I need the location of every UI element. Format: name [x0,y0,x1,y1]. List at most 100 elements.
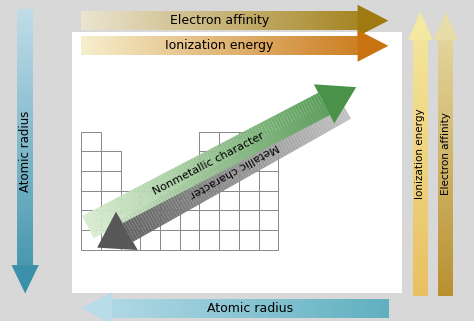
Polygon shape [130,189,145,213]
Polygon shape [117,196,131,220]
Bar [198,36,201,56]
Bar [438,57,453,60]
Polygon shape [287,125,301,148]
Polygon shape [319,107,334,130]
Polygon shape [310,96,325,119]
Bar [265,11,269,30]
Polygon shape [264,137,279,161]
Bar [219,11,223,30]
Bar [121,299,124,318]
Bar [364,299,367,318]
Bar [143,299,146,318]
Bar [413,139,428,142]
Bar [413,230,428,233]
Bar [413,74,428,77]
Text: Atomic radius: Atomic radius [207,302,293,315]
Bar [120,211,140,230]
Bar [438,233,453,236]
Bar [438,207,453,211]
Bar [438,40,453,43]
Bar [84,36,88,56]
Bar [438,48,453,51]
Bar [17,225,33,228]
Bar [413,185,428,188]
Polygon shape [257,142,272,165]
Bar [179,299,182,318]
Bar [216,36,219,56]
Bar [17,179,33,183]
Bar [438,210,453,213]
Bar [210,299,213,318]
Bar [247,299,250,318]
Bar [351,299,355,318]
Bar [438,281,453,284]
Bar [278,36,281,56]
Polygon shape [192,157,207,181]
Polygon shape [178,186,192,210]
Polygon shape [259,122,273,146]
Bar [293,11,296,30]
Polygon shape [187,160,201,184]
Polygon shape [122,194,137,217]
Bar [336,36,339,56]
Polygon shape [208,149,223,172]
Bar [253,36,256,56]
Bar [17,214,33,217]
Bar [355,11,358,30]
Bar [438,241,453,245]
Bar [438,142,453,145]
Polygon shape [185,182,200,205]
Bar [17,160,33,163]
Bar [413,108,428,111]
Bar [290,11,293,30]
Bar [146,299,149,318]
Bar [258,191,278,211]
Bar [91,11,93,30]
Bar [321,11,324,30]
Polygon shape [202,172,217,196]
Bar [17,248,33,251]
Bar [438,293,453,296]
Bar [149,11,152,30]
Bar [413,270,428,273]
Bar [161,299,164,318]
Bar [250,299,254,318]
Polygon shape [120,195,134,219]
Bar [327,299,330,318]
Bar [413,57,428,60]
Bar [438,88,453,91]
Polygon shape [140,207,155,230]
Bar [120,191,140,211]
Polygon shape [203,152,217,175]
Bar [438,193,453,196]
Bar [120,230,140,250]
Bar [219,132,239,151]
Bar [112,36,115,56]
Bar [112,11,115,30]
Bar [272,36,275,56]
Bar [327,11,330,30]
Bar [413,196,428,199]
Bar [438,202,453,205]
Polygon shape [179,164,193,188]
Bar [438,284,453,287]
Bar [385,299,389,318]
Polygon shape [126,216,140,239]
Bar [219,211,239,230]
Bar [438,165,453,168]
Bar [268,11,272,30]
Bar [324,36,327,56]
Bar [253,11,256,30]
Bar [201,299,204,318]
Text: Electron affinity: Electron affinity [170,14,269,27]
Bar [17,259,33,262]
Bar [17,52,33,55]
Bar [17,37,33,40]
Bar [413,100,428,102]
Bar [17,74,33,77]
Text: Electron affinity: Electron affinity [441,112,451,195]
Bar [216,299,219,318]
Bar [379,299,383,318]
Bar [327,36,330,56]
Bar [207,36,210,56]
